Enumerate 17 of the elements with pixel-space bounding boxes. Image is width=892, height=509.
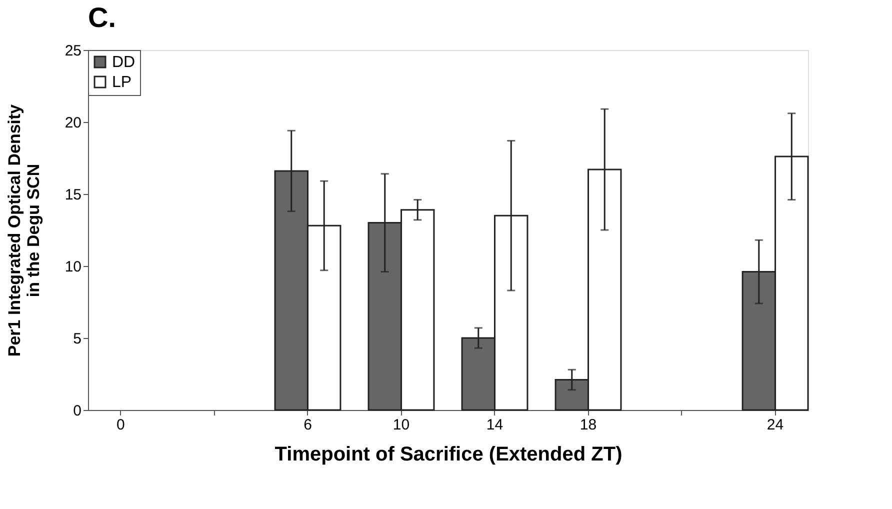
x-tick-label: 18 xyxy=(580,416,597,434)
x-axis-title: Timepoint of Sacrifice (Extended ZT) xyxy=(274,444,622,466)
legend-label: LP xyxy=(112,74,132,91)
x-tick-label: 14 xyxy=(486,416,504,434)
y-tick-label: 10 xyxy=(64,258,82,276)
x-tick-label: 10 xyxy=(392,416,410,434)
y-tick-label: 20 xyxy=(64,114,82,132)
legend-label: DD xyxy=(112,54,136,71)
y-tick-label: 0 xyxy=(73,402,82,420)
x-tick-label: 24 xyxy=(766,416,784,434)
y-tick-label: 15 xyxy=(64,186,82,204)
x-tick-label: 6 xyxy=(304,416,312,434)
chart-title: C. xyxy=(88,2,116,33)
y-axis-title: Per1 Integrated Optical Density in the Degu SCN xyxy=(4,104,43,357)
y-tick-label: 5 xyxy=(73,330,82,348)
y-tick-label: 25 xyxy=(64,42,82,60)
x-tick-label: 0 xyxy=(116,416,125,434)
